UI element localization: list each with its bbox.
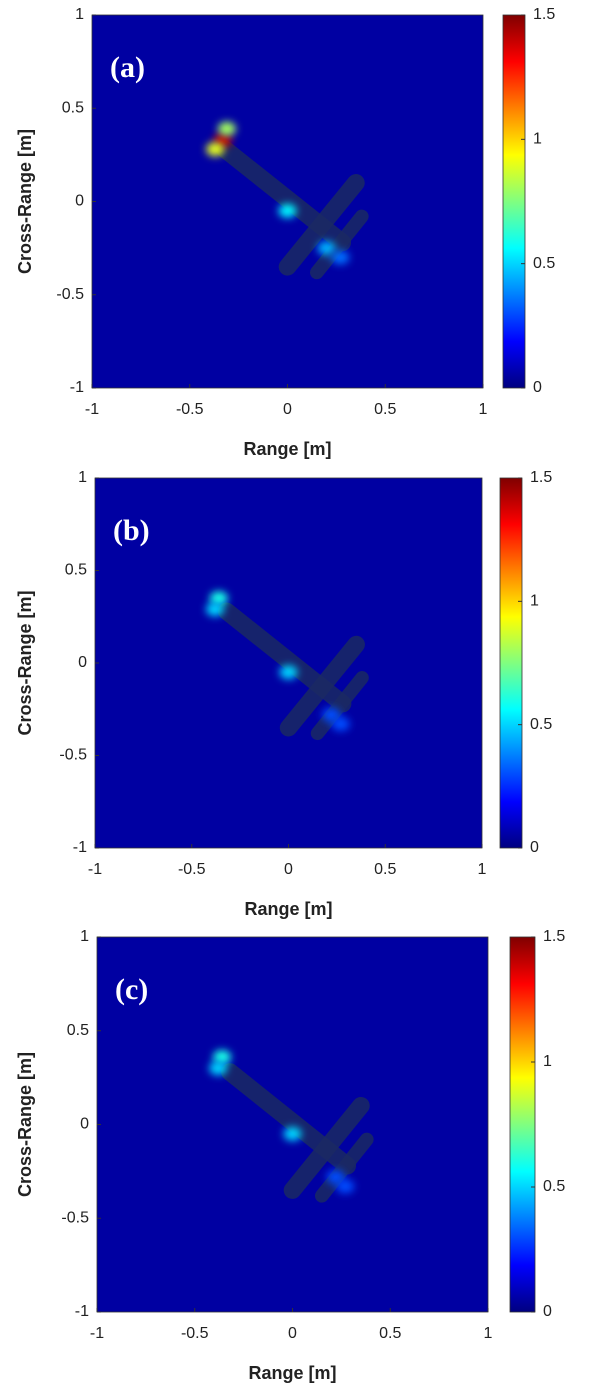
scatter-hotspot: [278, 203, 297, 218]
colorbar: [502, 14, 526, 389]
aircraft-shadow: [278, 174, 365, 276]
colorbar-tick-label: 0.5: [530, 716, 552, 733]
colorbar-tick-label: 1.5: [530, 469, 552, 486]
colorbar-tick-label: 1: [543, 1053, 552, 1070]
x-tick-label: 1: [484, 1325, 493, 1342]
image: [154, 591, 401, 741]
y-tick-label: -1: [70, 379, 84, 396]
scatter-hotspot: [326, 1170, 345, 1184]
scatter-hotspot: [279, 665, 298, 680]
colorbar-tick-label: 0: [543, 1303, 552, 1320]
y-tick-label: 1: [80, 928, 89, 945]
y-tick-label: 0.5: [67, 1022, 89, 1039]
x-tick-label: -1: [85, 401, 99, 418]
y-tick-label: 0: [80, 1116, 89, 1133]
colorbar-tick-label: 0: [533, 379, 542, 396]
scatter-hotspot: [283, 1126, 302, 1141]
y-tick-label: 1: [75, 6, 84, 23]
colorbar-tick-label: 1.5: [533, 6, 555, 23]
x-tick-label: 1: [479, 401, 488, 418]
scatter-hotspot: [322, 707, 341, 722]
x-tick-label: 0.5: [379, 1325, 401, 1342]
scatter-hotspot: [317, 241, 336, 256]
x-tick-label: 1: [478, 861, 487, 878]
panel-label: (c): [115, 973, 148, 1006]
panel: (a) -1 -0.5 0 0.5 1 -1 -0.5 0 0.5 1 Range [m] Cross-…: [15, 6, 556, 459]
x-tick-label: 0: [283, 401, 292, 418]
scatter-hotspot: [206, 142, 225, 157]
colorbar-tick-label: 1.5: [543, 928, 565, 945]
y-tick-label: 0: [78, 654, 87, 671]
colorbar-tick-label: 0: [530, 839, 539, 856]
x-tick-label: -1: [90, 1325, 104, 1342]
scatter-hotspot: [331, 250, 350, 265]
scatter-hotspot: [205, 602, 224, 617]
y-axis-label: Cross-Range [m]: [15, 590, 35, 735]
scatter-hotspot: [331, 717, 350, 732]
image: [158, 1050, 406, 1203]
scatter-hotspot: [217, 121, 236, 136]
y-tick-label: 1: [78, 469, 87, 486]
aircraft-shadow: [309, 209, 369, 280]
image: [155, 121, 401, 280]
panel-label: (a): [110, 51, 145, 84]
x-axis-label: Range [m]: [248, 1363, 336, 1383]
x-tick-label: 0: [284, 861, 293, 878]
colorbar-tick-label: 1: [530, 593, 539, 610]
colorbar-tick-label: 0.5: [543, 1178, 565, 1195]
colorbar-tick-label: 1: [533, 131, 542, 148]
panel: (b) -1 -0.5 0 0.5 1 -1 -0.5 0 0.5 1 Range [m] Cross-…: [15, 469, 553, 919]
y-tick-label: 0: [75, 193, 84, 210]
x-axis-label: Range [m]: [244, 899, 332, 919]
x-tick-label: -0.5: [181, 1325, 209, 1342]
scatter-hotspot: [213, 1050, 232, 1064]
y-tick-label: -0.5: [59, 747, 87, 764]
colorbar: [509, 936, 536, 1313]
panel-label: (b): [113, 514, 150, 547]
x-tick-label: -1: [88, 861, 102, 878]
y-tick-label: -0.5: [61, 1209, 89, 1226]
panel: (c) -1 -0.5 0 0.5 1 -1 -0.5 0 0.5 1 Range [m] Cross-…: [15, 928, 566, 1383]
y-tick-label: 0.5: [65, 562, 87, 579]
x-axis-label: Range [m]: [243, 439, 331, 459]
scatter-hotspot: [209, 591, 228, 606]
scatter-hotspot: [336, 1179, 355, 1194]
x-tick-label: -0.5: [178, 861, 206, 878]
y-tick-label: 0.5: [62, 99, 84, 116]
y-axis-label: Cross-Range [m]: [15, 1052, 35, 1197]
y-tick-label: -1: [73, 839, 87, 856]
y-axis-label: Cross-Range [m]: [15, 129, 35, 274]
y-tick-label: -0.5: [56, 286, 84, 303]
y-tick-label: -1: [75, 1303, 89, 1320]
scatter-hotspot: [209, 1061, 228, 1076]
x-tick-label: 0.5: [374, 401, 396, 418]
x-tick-label: 0: [288, 1325, 297, 1342]
colorbar-tick-label: 0.5: [533, 255, 555, 272]
x-tick-label: 0.5: [374, 861, 396, 878]
colorbar: [499, 477, 523, 849]
x-tick-label: -0.5: [176, 401, 204, 418]
